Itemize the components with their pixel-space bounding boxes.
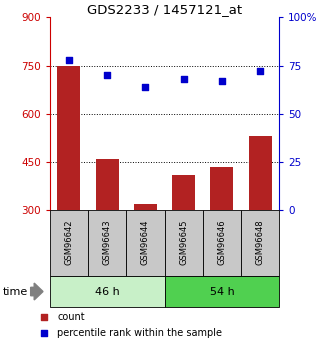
Text: GSM96642: GSM96642 (65, 219, 74, 265)
Bar (203, 210, 241, 276)
Point (66, 57, 72, 62)
Bar (211, 167, 233, 210)
Text: percentile rank within the sample: percentile rank within the sample (57, 328, 222, 338)
Point (181, 76, 186, 82)
Text: GSM96646: GSM96646 (217, 219, 226, 265)
Bar (134, 204, 157, 210)
Text: 46 h: 46 h (95, 287, 119, 296)
Text: GSM96644: GSM96644 (141, 219, 150, 265)
Point (143, 84, 148, 90)
FancyArrow shape (31, 283, 43, 300)
Title: GDS2233 / 1457121_at: GDS2233 / 1457121_at (87, 3, 242, 16)
Text: count: count (57, 312, 85, 322)
Point (219, 78, 224, 84)
Bar (249, 136, 272, 210)
Text: time: time (3, 287, 29, 296)
Text: GSM96645: GSM96645 (179, 219, 188, 265)
Text: GSM96643: GSM96643 (103, 219, 112, 265)
Point (42, 330, 47, 336)
Text: GSM96648: GSM96648 (256, 219, 265, 265)
Bar (172, 175, 195, 210)
Bar (88, 210, 126, 276)
Bar (57, 66, 80, 210)
Point (257, 69, 263, 74)
Text: 54 h: 54 h (210, 287, 234, 296)
Point (42, 314, 47, 319)
Point (105, 72, 110, 78)
Bar (126, 210, 164, 276)
Bar (50, 276, 164, 307)
Bar (164, 210, 203, 276)
Bar (96, 159, 118, 210)
Bar (50, 210, 88, 276)
Bar (241, 210, 279, 276)
Bar (164, 276, 279, 307)
